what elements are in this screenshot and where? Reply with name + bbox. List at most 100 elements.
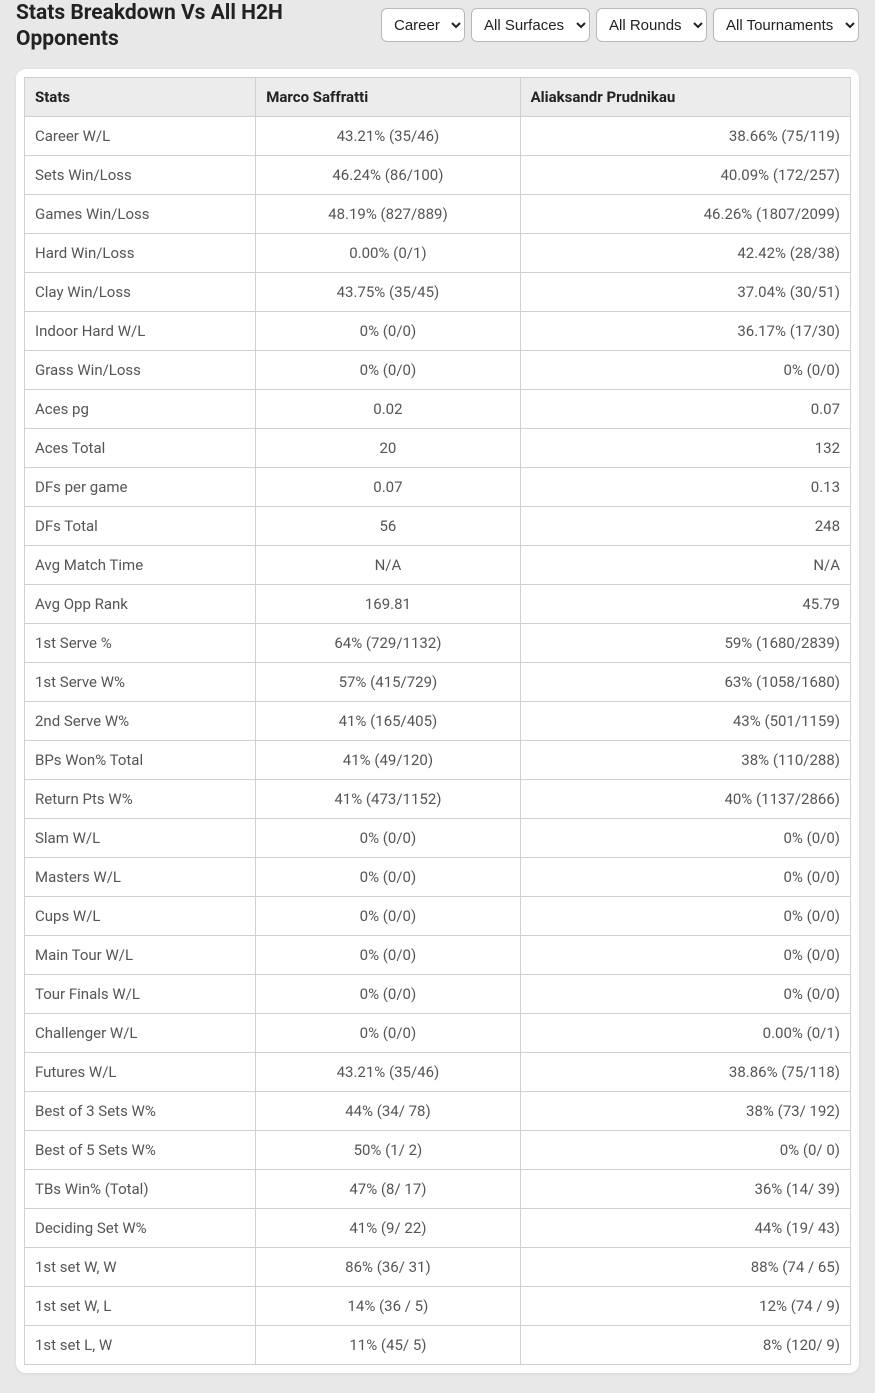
stat-name-cell: 1st set W, W [25, 1247, 256, 1286]
table-body: Career W/L43.21% (35/46)38.66% (75/119)S… [25, 116, 851, 1364]
player1-value-cell: 43.21% (35/46) [256, 116, 520, 155]
stat-name-cell: DFs Total [25, 506, 256, 545]
player1-value-cell: N/A [256, 545, 520, 584]
player2-value-cell: 0.07 [520, 389, 850, 428]
table-row: Challenger W/L0% (0/0)0.00% (0/1) [25, 1013, 851, 1052]
player2-value-cell: 45.79 [520, 584, 850, 623]
player1-value-cell: 43.75% (35/45) [256, 272, 520, 311]
top-bar: Stats Breakdown Vs All H2H Opponents Car… [0, 0, 875, 69]
table-row: Best of 3 Sets W%44% (34/ 78)38% (73/ 19… [25, 1091, 851, 1130]
table-row: Deciding Set W%41% (9/ 22)44% (19/ 43) [25, 1208, 851, 1247]
stat-name-cell: Best of 3 Sets W% [25, 1091, 256, 1130]
stat-name-cell: DFs per game [25, 467, 256, 506]
player2-value-cell: 0% (0/0) [520, 896, 850, 935]
stat-name-cell: Aces Total [25, 428, 256, 467]
player2-value-cell: 59% (1680/2839) [520, 623, 850, 662]
player1-value-cell: 0.02 [256, 389, 520, 428]
table-row: Avg Match TimeN/AN/A [25, 545, 851, 584]
player1-value-cell: 0.00% (0/1) [256, 233, 520, 272]
stat-name-cell: Aces pg [25, 389, 256, 428]
player1-value-cell: 169.81 [256, 584, 520, 623]
stat-name-cell: 1st set W, L [25, 1286, 256, 1325]
stat-name-cell: Main Tour W/L [25, 935, 256, 974]
player1-value-cell: 41% (473/1152) [256, 779, 520, 818]
player2-value-cell: 132 [520, 428, 850, 467]
stat-name-cell: Hard Win/Loss [25, 233, 256, 272]
table-row: Best of 5 Sets W%50% (1/ 2)0% (0/ 0) [25, 1130, 851, 1169]
table-row: Career W/L43.21% (35/46)38.66% (75/119) [25, 116, 851, 155]
table-row: Aces Total20132 [25, 428, 851, 467]
rounds-select[interactable]: All Rounds [596, 8, 707, 42]
stat-name-cell: 1st Serve % [25, 623, 256, 662]
table-row: Return Pts W%41% (473/1152)40% (1137/286… [25, 779, 851, 818]
surface-select[interactable]: All Surfaces [471, 8, 590, 42]
player1-value-cell: 0.07 [256, 467, 520, 506]
stat-name-cell: BPs Won% Total [25, 740, 256, 779]
player2-value-cell: 38.66% (75/119) [520, 116, 850, 155]
period-select[interactable]: Career [381, 8, 465, 42]
stat-name-cell: Cups W/L [25, 896, 256, 935]
player2-value-cell: 44% (19/ 43) [520, 1208, 850, 1247]
player2-value-cell: 38.86% (75/118) [520, 1052, 850, 1091]
table-row: Futures W/L43.21% (35/46)38.86% (75/118) [25, 1052, 851, 1091]
tournament-select[interactable]: All Tournaments [713, 8, 859, 42]
stat-name-cell: Avg Match Time [25, 545, 256, 584]
table-row: BPs Won% Total41% (49/120)38% (110/288) [25, 740, 851, 779]
stats-table: Stats Marco Saffratti Aliaksandr Prudnik… [24, 77, 851, 1365]
table-header-row: Stats Marco Saffratti Aliaksandr Prudnik… [25, 77, 851, 116]
table-row: 1st set W, L14% (36 / 5)12% (74 / 9) [25, 1286, 851, 1325]
player1-value-cell: 0% (0/0) [256, 896, 520, 935]
player2-value-cell: 36.17% (17/30) [520, 311, 850, 350]
table-row: 2nd Serve W%41% (165/405)43% (501/1159) [25, 701, 851, 740]
table-row: TBs Win% (Total)47% (8/ 17)36% (14/ 39) [25, 1169, 851, 1208]
stat-name-cell: Indoor Hard W/L [25, 311, 256, 350]
player2-value-cell: 12% (74 / 9) [520, 1286, 850, 1325]
stat-name-cell: Deciding Set W% [25, 1208, 256, 1247]
table-row: Grass Win/Loss0% (0/0)0% (0/0) [25, 350, 851, 389]
player1-value-cell: 64% (729/1132) [256, 623, 520, 662]
stat-name-cell: Grass Win/Loss [25, 350, 256, 389]
stat-name-cell: Challenger W/L [25, 1013, 256, 1052]
player2-value-cell: 40% (1137/2866) [520, 779, 850, 818]
table-row: Sets Win/Loss46.24% (86/100)40.09% (172/… [25, 155, 851, 194]
column-header-stats: Stats [25, 77, 256, 116]
page-title: Stats Breakdown Vs All H2H Opponents [16, 0, 365, 53]
player2-value-cell: 36% (14/ 39) [520, 1169, 850, 1208]
player2-value-cell: 46.26% (1807/2099) [520, 194, 850, 233]
table-row: DFs per game0.070.13 [25, 467, 851, 506]
player1-value-cell: 20 [256, 428, 520, 467]
table-row: Games Win/Loss48.19% (827/889)46.26% (18… [25, 194, 851, 233]
table-row: Slam W/L0% (0/0)0% (0/0) [25, 818, 851, 857]
player1-value-cell: 0% (0/0) [256, 818, 520, 857]
player1-value-cell: 0% (0/0) [256, 974, 520, 1013]
table-row: Avg Opp Rank169.8145.79 [25, 584, 851, 623]
stat-name-cell: Best of 5 Sets W% [25, 1130, 256, 1169]
stat-name-cell: Tour Finals W/L [25, 974, 256, 1013]
player1-value-cell: 43.21% (35/46) [256, 1052, 520, 1091]
stats-card: Stats Marco Saffratti Aliaksandr Prudnik… [16, 69, 859, 1373]
player1-value-cell: 41% (165/405) [256, 701, 520, 740]
column-header-player2: Aliaksandr Prudnikau [520, 77, 850, 116]
table-row: DFs Total56248 [25, 506, 851, 545]
table-row: 1st Serve W%57% (415/729)63% (1058/1680) [25, 662, 851, 701]
stat-name-cell: Clay Win/Loss [25, 272, 256, 311]
column-header-player1: Marco Saffratti [256, 77, 520, 116]
stat-name-cell: Futures W/L [25, 1052, 256, 1091]
player1-value-cell: 44% (34/ 78) [256, 1091, 520, 1130]
player2-value-cell: 37.04% (30/51) [520, 272, 850, 311]
filter-bar: Career All Surfaces All Rounds All Tourn… [381, 0, 859, 42]
stat-name-cell: 1st Serve W% [25, 662, 256, 701]
player2-value-cell: 43% (501/1159) [520, 701, 850, 740]
table-row: Aces pg0.020.07 [25, 389, 851, 428]
player2-value-cell: 42.42% (28/38) [520, 233, 850, 272]
player2-value-cell: 0% (0/0) [520, 818, 850, 857]
player1-value-cell: 41% (49/120) [256, 740, 520, 779]
player2-value-cell: 0% (0/0) [520, 935, 850, 974]
player2-value-cell: 8% (120/ 9) [520, 1325, 850, 1364]
player1-value-cell: 50% (1/ 2) [256, 1130, 520, 1169]
stat-name-cell: Slam W/L [25, 818, 256, 857]
player1-value-cell: 0% (0/0) [256, 935, 520, 974]
player2-value-cell: 0% (0/0) [520, 350, 850, 389]
player2-value-cell: 248 [520, 506, 850, 545]
player1-value-cell: 0% (0/0) [256, 311, 520, 350]
